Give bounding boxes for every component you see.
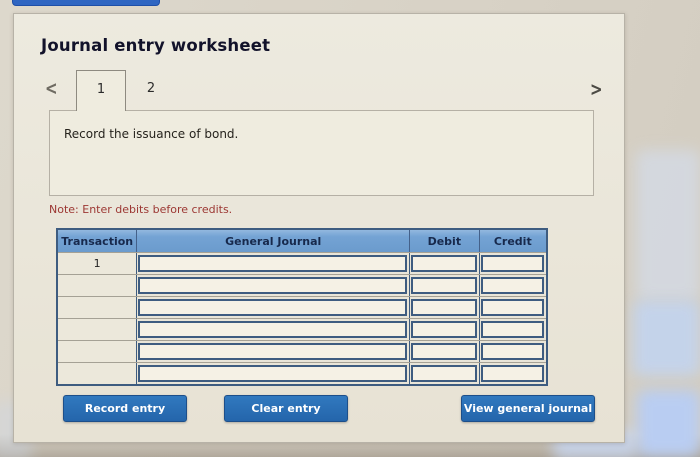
transaction-cell [58,297,138,318]
general-journal-cell [137,253,411,274]
table-row [58,340,546,362]
debit-cell [410,253,480,274]
debit-input[interactable] [411,255,477,272]
column-header-transaction: Transaction [58,230,138,252]
table-header-row: Transaction General Journal Debit Credit [58,230,546,252]
view-general-journal-button[interactable]: View general journal [461,395,595,422]
account-title-input[interactable] [138,343,408,360]
debit-input[interactable] [411,343,477,360]
transaction-cell [58,319,138,340]
debit-cell [410,297,480,318]
general-journal-cell [137,275,411,296]
debit-cell [410,319,480,340]
note-text: Note: Enter debits before credits. [49,203,233,216]
record-entry-button[interactable]: Record entry [63,395,187,422]
debit-input[interactable] [411,299,477,316]
instruction-box: Record the issuance of bond. [49,110,594,196]
credit-cell [480,341,546,362]
credit-input[interactable] [480,299,544,316]
tab-1[interactable]: 1 [76,70,126,111]
page-title: Journal entry worksheet [41,36,271,55]
clear-entry-button[interactable]: Clear entry [224,395,348,422]
journal-entry-table: Transaction General Journal Debit Credit… [56,228,548,386]
screen-glare [633,300,700,376]
cropped-blue-element [12,0,160,6]
table-row [58,362,546,384]
account-title-input[interactable] [138,299,408,316]
prev-tab-icon[interactable]: < [45,76,58,100]
general-journal-cell [137,363,411,384]
account-title-input[interactable] [138,321,408,338]
table-row [58,274,546,296]
account-title-input[interactable] [138,277,408,294]
debit-cell [410,363,480,384]
credit-cell [480,363,546,384]
debit-input[interactable] [411,277,477,294]
credit-cell [480,297,546,318]
debit-input[interactable] [411,365,477,382]
general-journal-cell [137,341,411,362]
screen-glare [636,150,700,300]
transaction-cell [58,341,138,362]
credit-input[interactable] [480,343,544,360]
transaction-cell [58,363,138,384]
table-row: 1 [58,252,546,274]
credit-cell [480,319,546,340]
debit-cell [410,341,480,362]
table-row [58,318,546,340]
next-tab-icon[interactable]: > [590,77,603,101]
table-row [58,296,546,318]
credit-input[interactable] [480,321,544,338]
instruction-text: Record the issuance of bond. [64,127,239,141]
debit-input[interactable] [411,321,477,338]
transaction-cell: 1 [58,253,138,274]
account-title-input[interactable] [138,365,408,382]
debit-cell [410,275,480,296]
account-title-input[interactable] [138,255,408,272]
credit-input[interactable] [480,277,544,294]
journal-entry-worksheet-card: Journal entry worksheet < 1 2 > Record t… [13,13,625,443]
credit-input[interactable] [480,255,544,272]
credit-cell [480,275,546,296]
credit-cell [480,253,546,274]
credit-input[interactable] [480,365,544,382]
general-journal-cell [137,319,411,340]
column-header-debit: Debit [410,230,480,252]
screen-glare [637,390,700,457]
column-header-credit: Credit [493,234,532,248]
transaction-cell [58,275,138,296]
column-header-general-journal: General Journal [137,230,411,252]
general-journal-cell [137,297,411,318]
tab-2[interactable]: 2 [146,81,156,96]
